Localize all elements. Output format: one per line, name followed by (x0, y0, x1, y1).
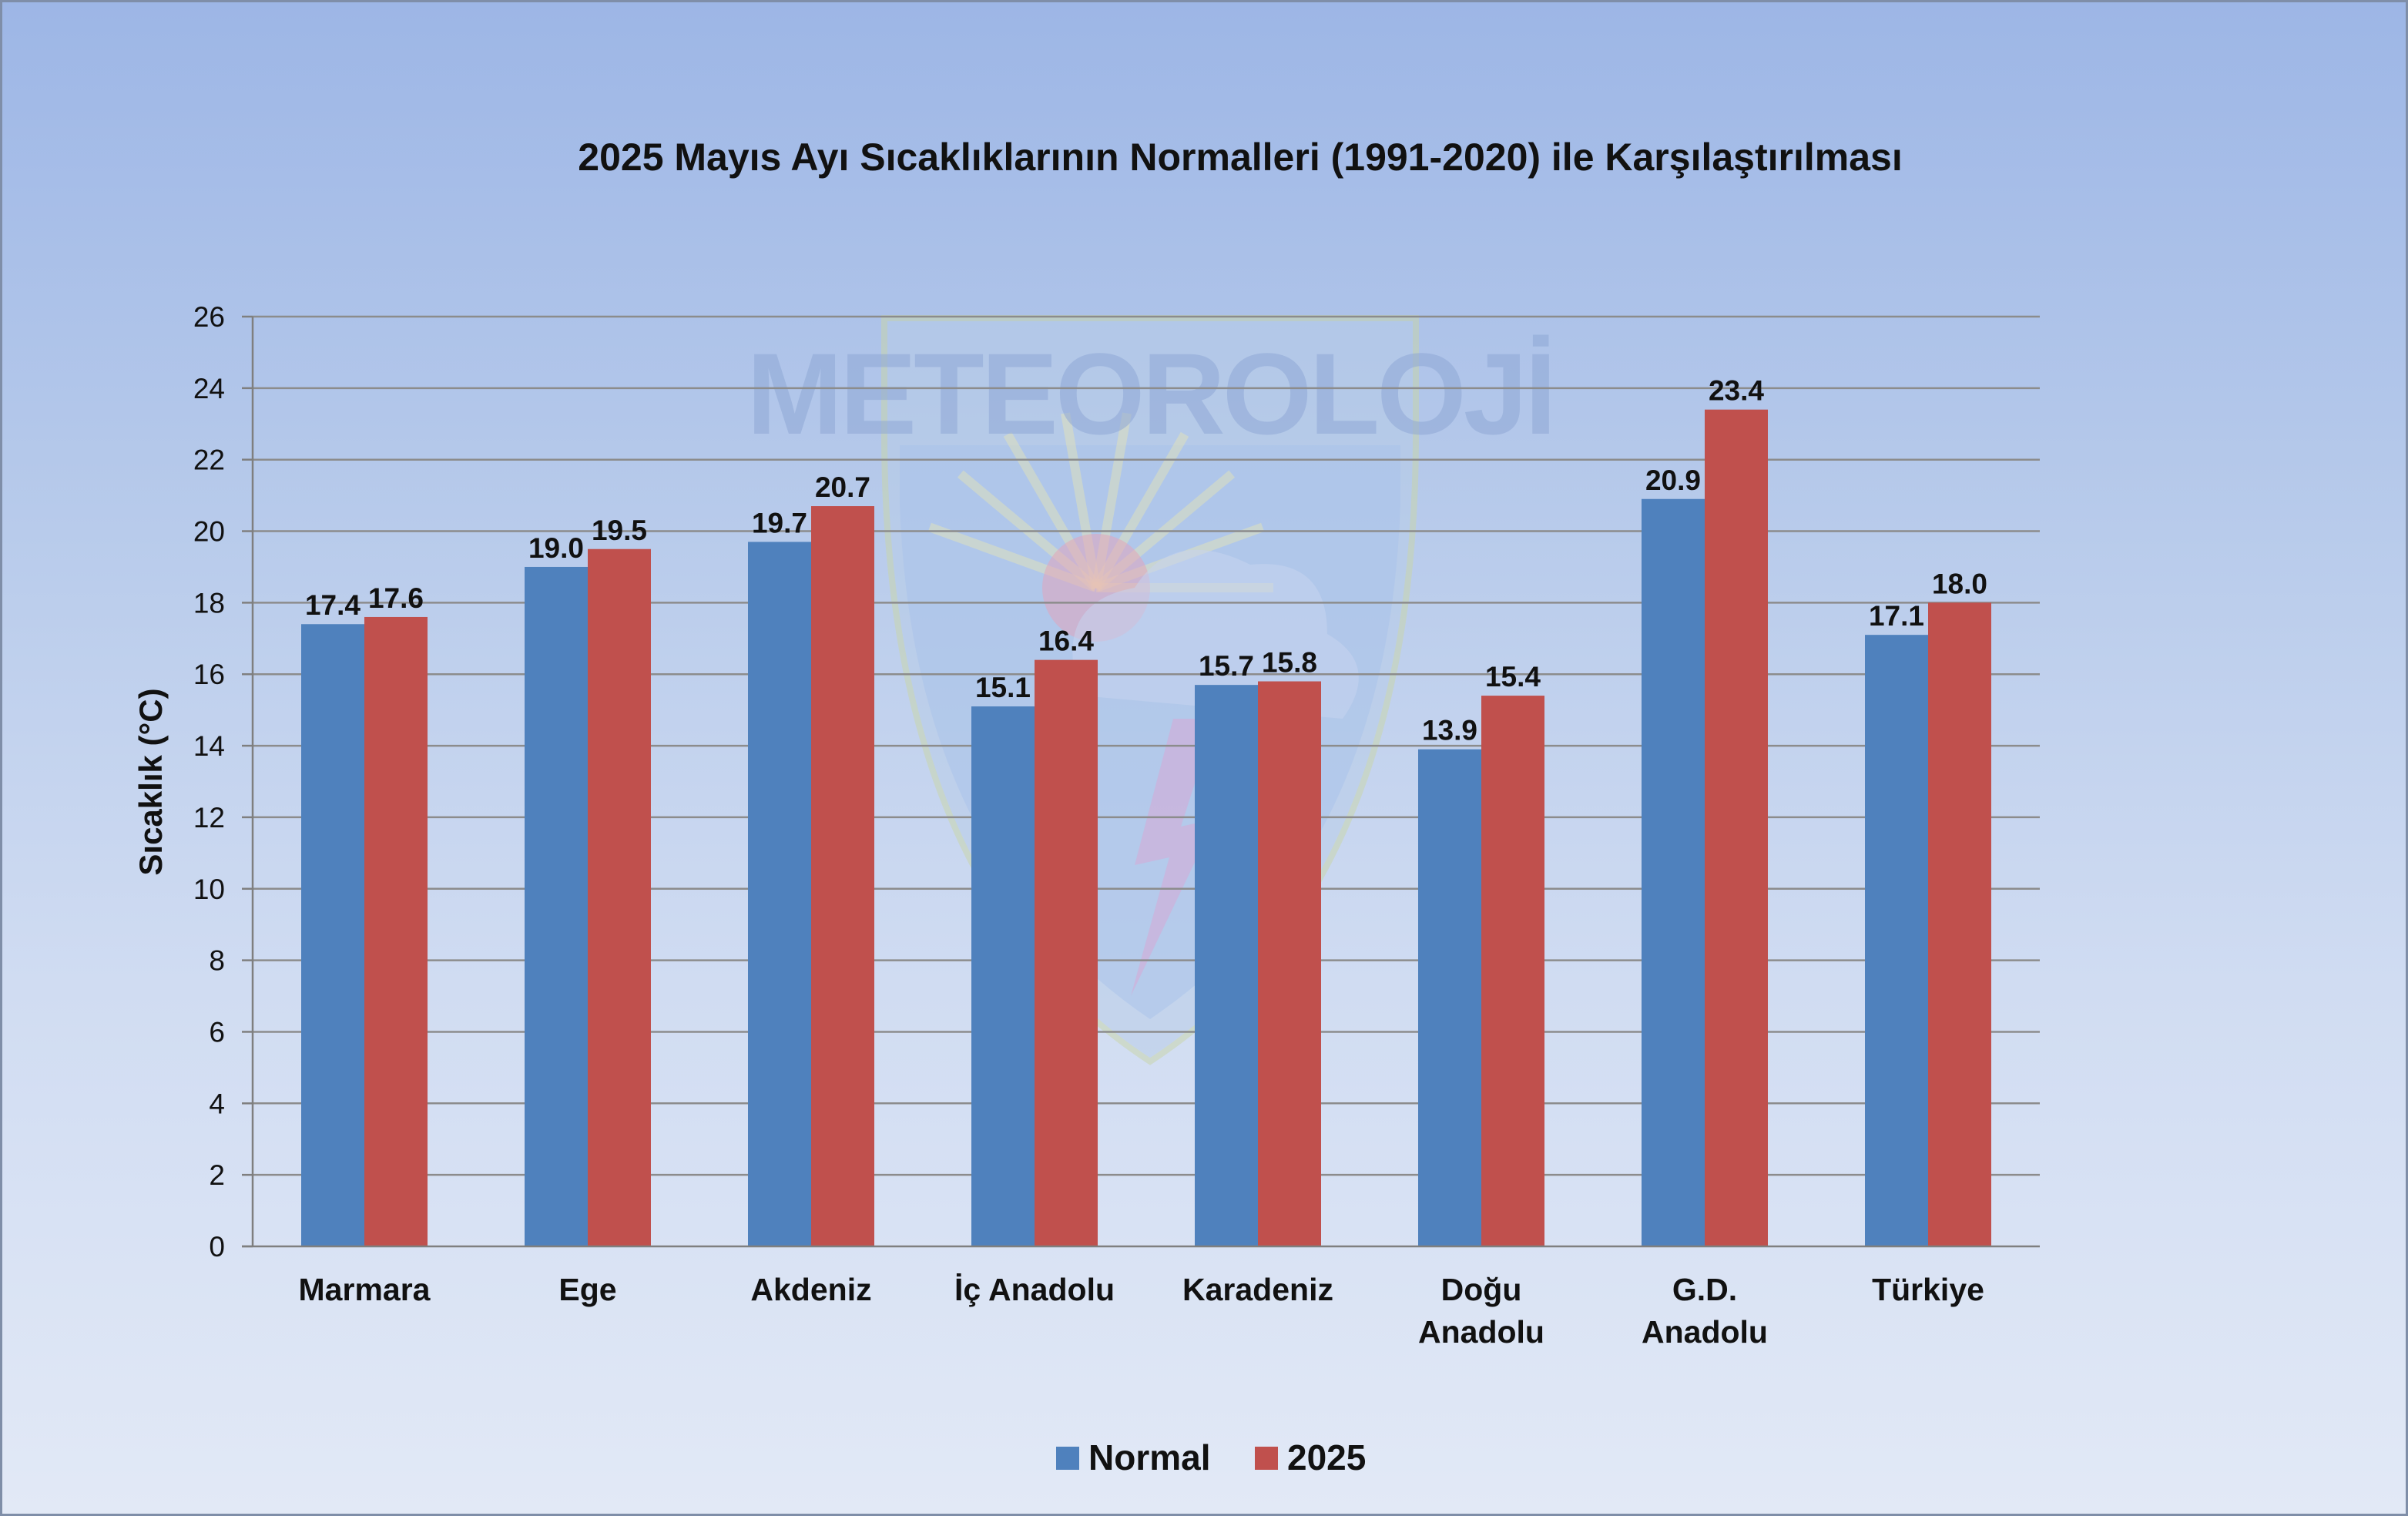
bar-normal (971, 706, 1035, 1246)
bar-normal (1195, 685, 1258, 1246)
bar-2025 (1035, 659, 1098, 1246)
data-label: 20.9 (1645, 465, 1701, 496)
x-tick-label: Ege (558, 1272, 616, 1307)
y-tick-label: 0 (209, 1231, 225, 1263)
legend-swatch-2025 (1255, 1447, 1278, 1470)
y-tick-label: 4 (209, 1088, 225, 1119)
legend: Normal 2025 (1056, 1437, 1366, 1477)
y-tick-label: 20 (193, 516, 225, 548)
chart-title: 2025 Mayıs Ayı Sıcaklıklarının Normaller… (578, 136, 1902, 179)
y-tick-label: 14 (193, 730, 225, 762)
bar-normal (525, 566, 588, 1246)
data-label: 20.7 (815, 471, 870, 503)
data-label: 23.4 (1709, 375, 1764, 407)
y-tick-label: 10 (193, 874, 225, 905)
y-tick-label: 26 (193, 301, 225, 333)
y-tick-label: 2 (209, 1159, 225, 1191)
watermark-cloud (1072, 549, 1359, 719)
y-tick-label: 6 (209, 1016, 225, 1048)
x-axis-ticks: Marmara Ege Akdeniz İç Anadolu Karadeniz Doğu… (299, 1272, 1984, 1350)
data-label: 15.4 (1485, 661, 1541, 693)
bar-normal (1418, 749, 1481, 1246)
data-label: 15.8 (1262, 647, 1317, 679)
x-tick-label: Anadolu (1418, 1314, 1544, 1350)
bar-2025 (364, 616, 428, 1246)
data-labels: 17.4 17.6 19.0 19.5 19.7 20.7 15.116.4 15.7 15.8… (305, 375, 1987, 746)
bar-normal (1642, 498, 1705, 1246)
bar-2025 (1258, 681, 1321, 1246)
y-tick-label: 16 (193, 659, 225, 690)
x-tick-label: Marmara (299, 1272, 431, 1307)
y-tick-label: 12 (193, 802, 225, 833)
legend-label-2025: 2025 (1287, 1437, 1366, 1477)
data-label: 19.0 (528, 532, 584, 564)
data-label: 17.6 (368, 582, 424, 614)
x-tick-label: Karadeniz (1182, 1272, 1333, 1307)
watermark-text: METEOROLOJİ (746, 329, 1554, 458)
bar-2025 (588, 548, 651, 1246)
data-label: 19.7 (752, 507, 807, 538)
watermark-lightning (1131, 719, 1216, 996)
data-label: 15.7 (1199, 650, 1254, 682)
x-tick-label: Doğu (1441, 1272, 1522, 1307)
y-tick-label: 22 (193, 444, 225, 476)
data-label: 16.4 (1038, 626, 1094, 657)
y-tick-label: 18 (193, 587, 225, 619)
bar-2025 (1705, 409, 1768, 1247)
bar-2025 (811, 506, 874, 1246)
legend-label-normal: Normal (1088, 1437, 1210, 1477)
y-axis-label: Sıcaklık (°C) (132, 688, 169, 875)
data-label: 19.5 (592, 515, 647, 546)
x-tick-label: Anadolu (1642, 1314, 1768, 1350)
y-tick-label: 24 (193, 373, 225, 404)
x-tick-label: G.D. (1672, 1272, 1737, 1307)
legend-swatch-normal (1056, 1447, 1079, 1470)
x-tick-label: Türkiye (1872, 1272, 1984, 1307)
bar-2025 (1928, 602, 1991, 1246)
x-tick-label: İç Anadolu (954, 1272, 1115, 1307)
axes (242, 317, 2040, 1248)
data-label: 15.1 (975, 672, 1031, 703)
bar-2025 (1481, 696, 1544, 1246)
data-label: 13.9 (1422, 715, 1477, 746)
bar-normal (748, 542, 811, 1246)
y-tick-label: 8 (209, 945, 225, 977)
bar-series (301, 409, 1991, 1247)
data-label: 18.0 (1932, 568, 1987, 599)
bar-normal (301, 624, 364, 1246)
x-tick-label: Akdeniz (750, 1272, 871, 1307)
data-label: 17.4 (305, 589, 361, 621)
data-label: 17.1 (1869, 600, 1924, 632)
bar-normal (1865, 635, 1928, 1246)
